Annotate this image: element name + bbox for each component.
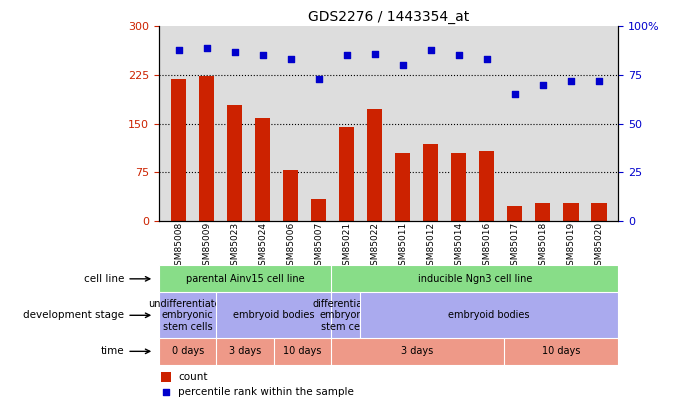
Bar [367, 109, 382, 221]
Bar [171, 79, 187, 221]
Bar [255, 118, 270, 221]
Bar [535, 202, 551, 221]
Text: time: time [100, 346, 124, 356]
Point [425, 47, 436, 53]
Bar [451, 153, 466, 221]
Point [509, 91, 520, 98]
Text: 3 days: 3 days [229, 346, 261, 356]
Bar [227, 105, 243, 221]
Text: differentiated
embryonic
stem cells: differentiated embryonic stem cells [312, 299, 379, 332]
Text: cell line: cell line [84, 274, 124, 284]
Point [397, 62, 408, 68]
Text: development stage: development stage [23, 310, 124, 320]
Text: 10 days: 10 days [283, 346, 322, 356]
Bar [161, 373, 171, 382]
Text: inducible Ngn3 cell line: inducible Ngn3 cell line [417, 274, 532, 284]
Text: percentile rank within the sample: percentile rank within the sample [178, 387, 354, 397]
Text: undifferentiated
embryonic
stem cells: undifferentiated embryonic stem cells [149, 299, 227, 332]
Point [481, 56, 492, 63]
Text: 3 days: 3 days [401, 346, 433, 356]
Point [160, 389, 171, 395]
Point [201, 45, 212, 51]
Bar [423, 144, 438, 221]
Bar [311, 199, 326, 221]
Bar [283, 170, 299, 221]
Point [313, 76, 324, 82]
Point [453, 52, 464, 59]
Text: embryoid bodies: embryoid bodies [233, 310, 314, 320]
Point [565, 77, 576, 84]
Point [369, 50, 380, 57]
Point [257, 52, 268, 59]
Bar [339, 127, 354, 221]
Point [285, 56, 296, 63]
Bar [199, 76, 214, 221]
Text: parental Ainv15 cell line: parental Ainv15 cell line [186, 274, 305, 284]
Text: count: count [178, 372, 207, 382]
Bar [479, 151, 495, 221]
Bar [563, 202, 578, 221]
Point [341, 52, 352, 59]
Bar [507, 207, 522, 221]
Bar [591, 202, 607, 221]
Bar [395, 153, 410, 221]
Title: GDS2276 / 1443354_at: GDS2276 / 1443354_at [308, 10, 469, 24]
Point [538, 81, 549, 88]
Point [229, 48, 240, 55]
Point [594, 77, 605, 84]
Text: embryoid bodies: embryoid bodies [448, 310, 530, 320]
Text: 10 days: 10 days [542, 346, 580, 356]
Point [173, 47, 184, 53]
Text: 0 days: 0 days [171, 346, 204, 356]
